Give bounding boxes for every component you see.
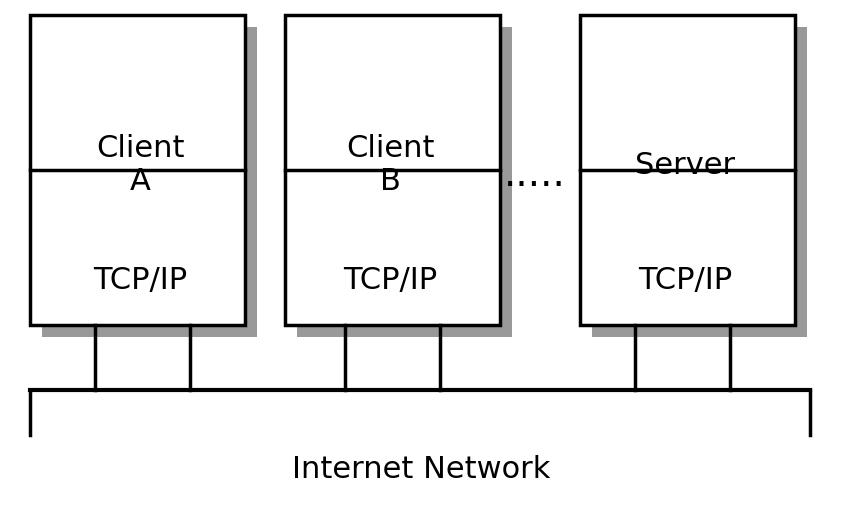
Bar (42, 27, 257, 337)
Text: Internet Network: Internet Network (292, 455, 550, 485)
Text: Client
B: Client B (346, 134, 434, 196)
Bar (297, 27, 512, 337)
Bar (30, 15, 245, 325)
Bar (285, 15, 500, 325)
Bar (580, 15, 795, 325)
Text: Client
A: Client A (96, 134, 184, 196)
Bar (592, 27, 807, 337)
Text: TCP/IP: TCP/IP (638, 266, 732, 294)
Text: Server: Server (635, 151, 735, 180)
Text: TCP/IP: TCP/IP (343, 266, 437, 294)
Text: .....: ..... (504, 156, 566, 194)
Text: TCP/IP: TCP/IP (93, 266, 187, 294)
